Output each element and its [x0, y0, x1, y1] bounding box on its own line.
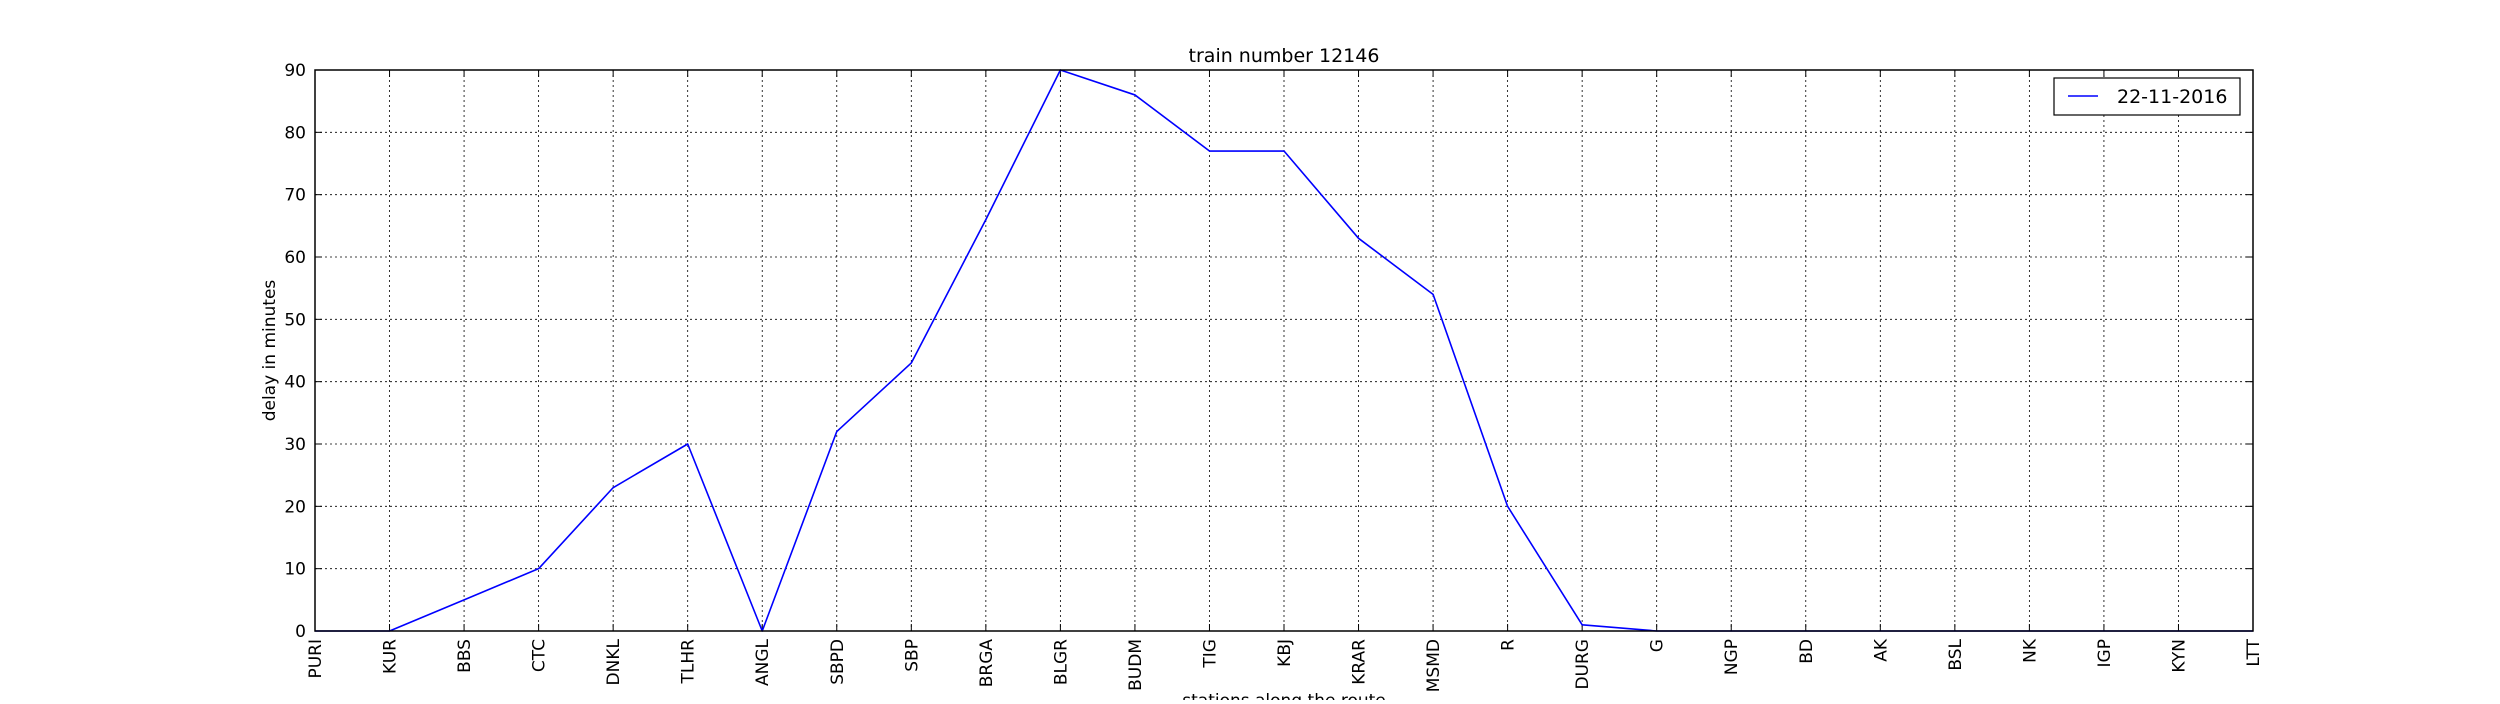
x-tick-label: TIG	[1200, 639, 1220, 669]
x-tick-label: MSMD	[1424, 639, 1444, 692]
x-tick-label: LTT	[2244, 638, 2264, 666]
y-axis-label: delay in minutes	[260, 280, 280, 422]
x-tick-label: BRGA	[977, 639, 997, 688]
x-tick-label: G	[1648, 639, 1668, 652]
x-tick-label: AK	[1871, 638, 1891, 662]
y-tick-label: 80	[284, 123, 306, 143]
y-tick-label: 70	[284, 186, 306, 206]
x-tick-label: IGP	[2095, 639, 2115, 667]
x-tick-label: BUDM	[1126, 639, 1146, 691]
x-tick-label: NGP	[1722, 639, 1742, 675]
x-tick-label: SBP	[902, 639, 922, 672]
x-tick-label: DNKL	[604, 638, 624, 685]
x-tick-label: BSL	[1946, 638, 1966, 670]
x-tick-label: ANGL	[753, 638, 773, 686]
x-tick-label: PURI	[306, 639, 326, 679]
legend-label: 22-11-2016	[2117, 86, 2227, 108]
x-tick-label: R	[1499, 639, 1519, 651]
y-tick-label: 0	[295, 622, 306, 642]
x-tick-label: TLHR	[679, 639, 699, 685]
legend: 22-11-2016	[2053, 77, 2241, 116]
x-tick-label: CTC	[530, 639, 550, 672]
x-tick-label: KYN	[2169, 639, 2189, 673]
y-tick-label: 50	[284, 310, 306, 330]
x-tick-label: NK	[2020, 638, 2040, 663]
x-tick-label: BD	[1797, 639, 1817, 664]
x-axis-ticks: PURI KUR BBS CTC DNKL TLHR ANGL SBPD SBP BRGA BLGR…	[306, 70, 2264, 692]
x-axis-label: stations along the route	[1182, 691, 1386, 700]
x-tick-label: DURG	[1573, 639, 1593, 690]
y-tick-label: 20	[284, 497, 306, 517]
grid-lines	[315, 70, 2253, 631]
x-tick-label: SBPD	[828, 639, 848, 685]
x-tick-label: BBS	[455, 639, 475, 673]
y-tick-label: 10	[284, 560, 306, 580]
x-tick-label: KBJ	[1275, 639, 1295, 667]
x-tick-label: KRAR	[1350, 639, 1370, 685]
x-tick-label: KUR	[381, 639, 401, 674]
plot-frame	[314, 69, 2254, 632]
y-tick-label: 90	[284, 61, 306, 81]
chart-title: train number 12146	[1189, 45, 1380, 67]
y-tick-label: 40	[284, 373, 306, 393]
y-axis-ticks: 0 10 20 30 40 50 60 70 80 90	[284, 61, 2253, 642]
y-tick-label: 30	[284, 435, 306, 455]
x-tick-label: BLGR	[1051, 639, 1071, 685]
y-tick-label: 60	[284, 248, 306, 268]
